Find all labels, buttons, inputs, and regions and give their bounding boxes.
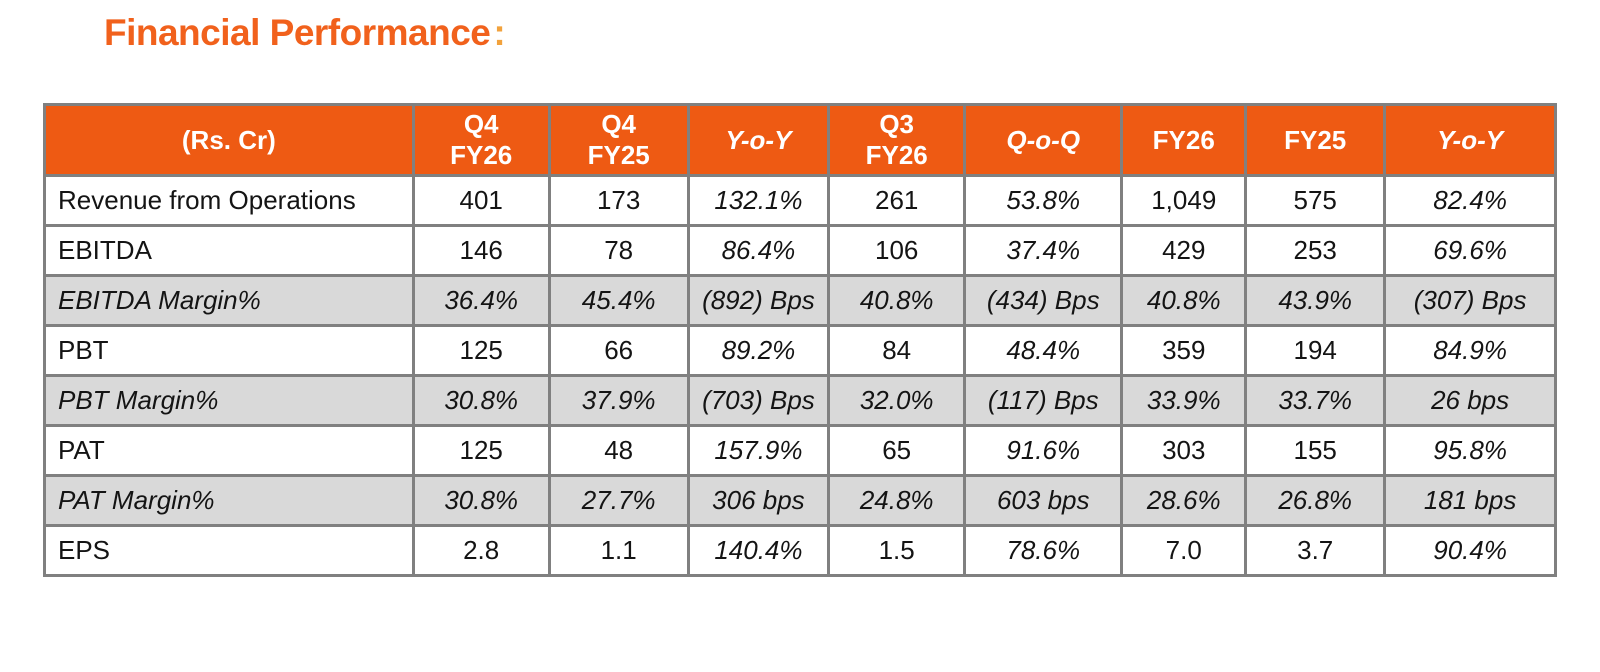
cell-pbt-margin-q-o-q-5: (117) Bps <box>963 374 1124 427</box>
cell-pbt-fy25-7: 194 <box>1244 324 1387 377</box>
cell-pat-q4-fy25-2: 48 <box>547 424 690 477</box>
cell-ebitda-margin-fy25-7: 43.9% <box>1244 274 1387 327</box>
cell-ebitda-fy25-7: 253 <box>1244 224 1387 277</box>
table-body: Revenue from Operations 401 173 132.1% 261 53… <box>43 174 1557 577</box>
column-header-q4-fy25-2: Q4 FY25 <box>547 103 690 177</box>
cell-ebitda-margin-y-o-y-3: (892) Bps <box>686 274 831 327</box>
row-label-pat: PAT <box>43 424 415 477</box>
cell-pbt-margin-q3-fy26-4: 32.0% <box>827 374 967 427</box>
table-row-pbt: PBT 125 66 89.2% 84 48.4% 359 194 84.9% <box>43 324 1557 377</box>
column-header-rs-cr-0: (Rs. Cr) <box>43 103 415 177</box>
cell-eps-y-o-y-8: 90.4% <box>1383 524 1557 577</box>
cell-eps-y-o-y-3: 140.4% <box>686 524 831 577</box>
cell-pbt-q-o-q-5: 48.4% <box>963 324 1124 377</box>
page-title: Financial Performance: <box>104 12 506 54</box>
cell-pat-margin-fy25-7: 26.8% <box>1244 474 1387 527</box>
cell-eps-q4-fy25-2: 1.1 <box>547 524 690 577</box>
cell-pbt-margin-q4-fy26-1: 30.8% <box>411 374 551 427</box>
column-header-y-o-y-3: Y-o-Y <box>686 103 831 177</box>
column-header-fy25-7: FY25 <box>1244 103 1387 177</box>
cell-revenue-from-operations-fy26-6: 1,049 <box>1120 174 1248 227</box>
cell-pat-fy26-6: 303 <box>1120 424 1248 477</box>
row-label-ebitda-margin: EBITDA Margin% <box>43 274 415 327</box>
cell-pat-y-o-y-3: 157.9% <box>686 424 831 477</box>
cell-pbt-margin-q4-fy25-2: 37.9% <box>547 374 690 427</box>
table-row-ebitda-margin: EBITDA Margin% 36.4% 45.4% (892) Bps 40.8% (4… <box>43 274 1557 327</box>
cell-ebitda-q4-fy25-2: 78 <box>547 224 690 277</box>
row-label-pbt: PBT <box>43 324 415 377</box>
cell-pat-margin-q4-fy26-1: 30.8% <box>411 474 551 527</box>
cell-eps-q-o-q-5: 78.6% <box>963 524 1124 577</box>
header-row: (Rs. Cr) Q4 FY26 Q4 FY25 Y-o-Y Q3 FY26 Q-o-Q F… <box>43 103 1557 177</box>
cell-revenue-from-operations-q4-fy26-1: 401 <box>411 174 551 227</box>
cell-eps-q3-fy26-4: 1.5 <box>827 524 967 577</box>
cell-revenue-from-operations-y-o-y-3: 132.1% <box>686 174 831 227</box>
cell-ebitda-margin-q-o-q-5: (434) Bps <box>963 274 1124 327</box>
cell-ebitda-margin-q3-fy26-4: 40.8% <box>827 274 967 327</box>
cell-ebitda-q3-fy26-4: 106 <box>827 224 967 277</box>
cell-revenue-from-operations-q3-fy26-4: 261 <box>827 174 967 227</box>
cell-pat-q3-fy26-4: 65 <box>827 424 967 477</box>
cell-eps-fy26-6: 7.0 <box>1120 524 1248 577</box>
column-header-q-o-q-5: Q-o-Q <box>963 103 1124 177</box>
column-header-q4-fy26-1: Q4 FY26 <box>411 103 551 177</box>
cell-pat-margin-q3-fy26-4: 24.8% <box>827 474 967 527</box>
financial-performance-table: (Rs. Cr) Q4 FY26 Q4 FY25 Y-o-Y Q3 FY26 Q-o-Q F… <box>43 103 1557 577</box>
cell-ebitda-q4-fy26-1: 146 <box>411 224 551 277</box>
cell-revenue-from-operations-fy25-7: 575 <box>1244 174 1387 227</box>
table-row-eps: EPS 2.8 1.1 140.4% 1.5 78.6% 7.0 3.7 90.4% <box>43 524 1557 577</box>
cell-revenue-from-operations-y-o-y-8: 82.4% <box>1383 174 1557 227</box>
cell-ebitda-margin-y-o-y-8: (307) Bps <box>1383 274 1557 327</box>
cell-pat-margin-q4-fy25-2: 27.7% <box>547 474 690 527</box>
row-label-pat-margin: PAT Margin% <box>43 474 415 527</box>
cell-pat-q4-fy26-1: 125 <box>411 424 551 477</box>
page-title-colon: : <box>493 12 506 53</box>
cell-pat-margin-y-o-y-3: 306 bps <box>686 474 831 527</box>
cell-pbt-fy26-6: 359 <box>1120 324 1248 377</box>
cell-pbt-margin-fy25-7: 33.7% <box>1244 374 1387 427</box>
cell-ebitda-margin-fy26-6: 40.8% <box>1120 274 1248 327</box>
cell-revenue-from-operations-q-o-q-5: 53.8% <box>963 174 1124 227</box>
cell-pat-margin-q-o-q-5: 603 bps <box>963 474 1124 527</box>
row-label-ebitda: EBITDA <box>43 224 415 277</box>
cell-pbt-q4-fy25-2: 66 <box>547 324 690 377</box>
cell-eps-fy25-7: 3.7 <box>1244 524 1387 577</box>
cell-pat-y-o-y-8: 95.8% <box>1383 424 1557 477</box>
table-row-pat-margin: PAT Margin% 30.8% 27.7% 306 bps 24.8% 603 bps… <box>43 474 1557 527</box>
cell-ebitda-margin-q4-fy25-2: 45.4% <box>547 274 690 327</box>
cell-pat-margin-y-o-y-8: 181 bps <box>1383 474 1557 527</box>
table-row-pat: PAT 125 48 157.9% 65 91.6% 303 155 95.8% <box>43 424 1557 477</box>
cell-pbt-margin-y-o-y-8: 26 bps <box>1383 374 1557 427</box>
cell-ebitda-margin-q4-fy26-1: 36.4% <box>411 274 551 327</box>
row-label-revenue-from-operations: Revenue from Operations <box>43 174 415 227</box>
row-label-eps: EPS <box>43 524 415 577</box>
cell-pbt-q3-fy26-4: 84 <box>827 324 967 377</box>
cell-ebitda-y-o-y-3: 86.4% <box>686 224 831 277</box>
table-row-revenue-from-operations: Revenue from Operations 401 173 132.1% 261 53… <box>43 174 1557 227</box>
cell-ebitda-y-o-y-8: 69.6% <box>1383 224 1557 277</box>
cell-pbt-margin-y-o-y-3: (703) Bps <box>686 374 831 427</box>
cell-pat-margin-fy26-6: 28.6% <box>1120 474 1248 527</box>
cell-pbt-y-o-y-3: 89.2% <box>686 324 831 377</box>
cell-eps-q4-fy26-1: 2.8 <box>411 524 551 577</box>
cell-pat-fy25-7: 155 <box>1244 424 1387 477</box>
page-title-text: Financial Performance <box>104 12 491 53</box>
row-label-pbt-margin: PBT Margin% <box>43 374 415 427</box>
cell-pbt-margin-fy26-6: 33.9% <box>1120 374 1248 427</box>
column-header-q3-fy26-4: Q3 FY26 <box>827 103 967 177</box>
cell-pat-q-o-q-5: 91.6% <box>963 424 1124 477</box>
cell-revenue-from-operations-q4-fy25-2: 173 <box>547 174 690 227</box>
cell-pbt-q4-fy26-1: 125 <box>411 324 551 377</box>
table-row-pbt-margin: PBT Margin% 30.8% 37.9% (703) Bps 32.0% (117)… <box>43 374 1557 427</box>
column-header-fy26-6: FY26 <box>1120 103 1248 177</box>
cell-ebitda-fy26-6: 429 <box>1120 224 1248 277</box>
table-row-ebitda: EBITDA 146 78 86.4% 106 37.4% 429 253 69.6% <box>43 224 1557 277</box>
column-header-y-o-y-8: Y-o-Y <box>1383 103 1557 177</box>
cell-pbt-y-o-y-8: 84.9% <box>1383 324 1557 377</box>
cell-ebitda-q-o-q-5: 37.4% <box>963 224 1124 277</box>
